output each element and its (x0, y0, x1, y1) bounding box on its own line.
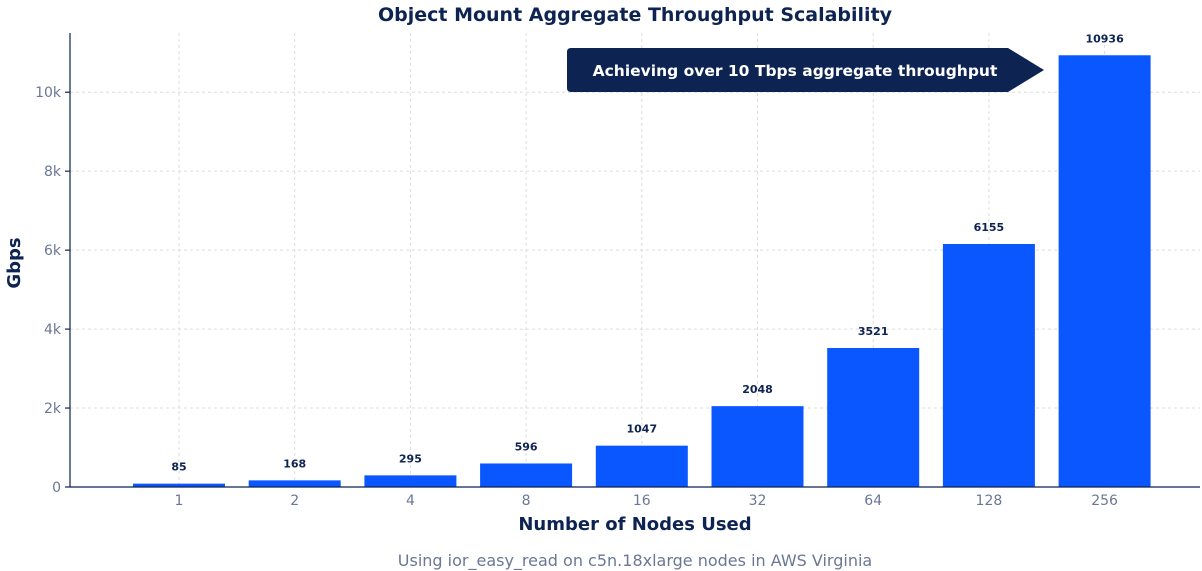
data-label: 6155 (974, 221, 1005, 234)
x-tick-label: 8 (522, 493, 531, 509)
data-label: 295 (399, 452, 422, 465)
bar (480, 463, 573, 487)
data-labels: 85 168 295 596 1047 2048 3521 6155 10936 (171, 32, 1124, 473)
x-tick-label: 4 (406, 493, 415, 509)
x-tick-label: 128 (976, 493, 1003, 509)
y-tick-label: 4k (44, 322, 62, 338)
bar (827, 347, 920, 487)
x-tick-label: 16 (633, 493, 651, 509)
chart-subtitle: Using ior_easy_read on c5n.18xlarge node… (398, 551, 872, 571)
callout-arrow-shape (567, 48, 1044, 92)
x-axis-title: Number of Nodes Used (518, 514, 751, 535)
bar (133, 483, 225, 487)
y-tick-label: 8k (44, 164, 62, 180)
bar (364, 475, 457, 487)
bar (595, 445, 688, 487)
data-label: 596 (515, 440, 538, 453)
y-tick-label: 10k (35, 85, 62, 101)
y-tick-label: 6k (44, 243, 62, 259)
bar (711, 406, 804, 487)
data-label: 168 (283, 457, 306, 470)
data-label: 1047 (626, 423, 657, 436)
x-tick-label: 64 (864, 493, 882, 509)
x-tick-label: 32 (749, 493, 767, 509)
y-axis-title: Gbps (4, 237, 25, 288)
bar (248, 480, 341, 487)
data-label: 3521 (858, 325, 889, 338)
x-tick-label: 256 (1091, 493, 1118, 509)
y-tick-label: 2k (44, 401, 62, 417)
bar (942, 244, 1035, 487)
bar (1058, 55, 1151, 487)
callout-text: Achieving over 10 Tbps aggregate through… (593, 62, 998, 80)
x-tick-label: 1 (175, 493, 184, 509)
annotation-callout: Achieving over 10 Tbps aggregate through… (567, 48, 1044, 92)
x-tick-label: 2 (290, 493, 299, 509)
chart-title: Object Mount Aggregate Throughput Scalab… (378, 4, 893, 26)
data-label: 10936 (1085, 32, 1124, 45)
bars (133, 55, 1151, 487)
data-label: 85 (171, 461, 186, 474)
data-label: 2048 (742, 383, 773, 396)
axes: 0 2k 4k 6k 8k 10k 1 2 4 8 16 32 64 128 256 (35, 33, 1200, 509)
y-tick-label: 0 (52, 480, 61, 496)
